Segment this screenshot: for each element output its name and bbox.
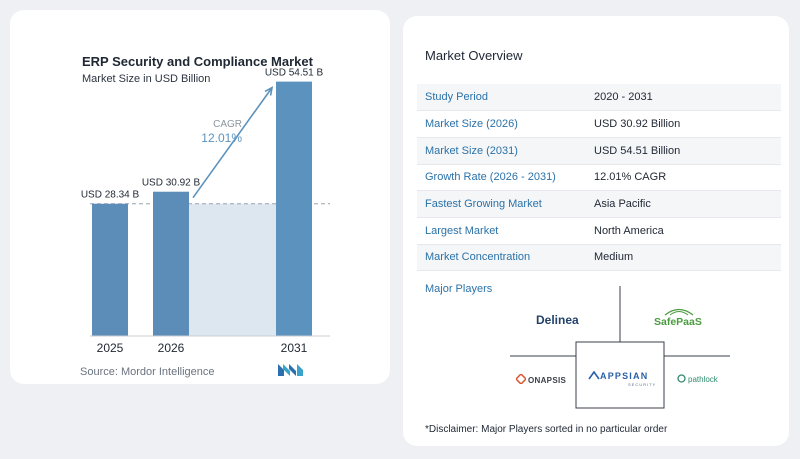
safepaas-arc-icon <box>664 308 694 316</box>
bar-2026 <box>153 191 189 336</box>
chart-title: ERP Security and Compliance Market <box>82 54 313 69</box>
cagr-label: CAGR <box>213 119 242 130</box>
x-tick-label-2026: 2026 <box>158 341 185 355</box>
table-row: Largest Market North America <box>417 217 781 245</box>
appsian-logo: APPSIAN <box>600 371 649 381</box>
major-players-title: Major Players <box>425 283 493 295</box>
cagr-arrow-head-icon <box>264 86 274 96</box>
safepaas-logo: SafePaaS <box>654 316 702 328</box>
table-row: Growth Rate (2026 - 2031) 12.01% CAGR <box>417 164 781 192</box>
growth-fill-area <box>189 203 276 336</box>
disclaimer-text: *Disclaimer: Major Players sorted in no … <box>425 424 668 435</box>
cagr-value: 12.01% <box>201 131 242 145</box>
x-tick-label-2025: 2025 <box>97 341 124 355</box>
players-grid-lines <box>510 286 730 409</box>
appsian-tagline: SECURITY <box>628 382 657 387</box>
row-key: Study Period <box>417 84 586 112</box>
market-overview-table: Study Period 2020 - 2031 Market Size (202… <box>417 84 781 272</box>
pathlock-logo: pathlock <box>688 375 718 384</box>
appsian-chevron-icon <box>588 370 600 380</box>
bar-chart: USD 28.34 B 2025 USD 30.92 B 2026 USD 54.51 … <box>81 68 330 355</box>
delinea-logo: Delinea <box>536 313 579 327</box>
table-row: Market Size (2026) USD 30.92 Billion <box>417 110 781 138</box>
chart-subtitle: Market Size in USD Billion <box>82 73 211 85</box>
mordor-intelligence-logo-icon <box>278 364 303 376</box>
overview-title: Market Overview <box>425 48 523 63</box>
source-text: Source: Mordor Intelligence <box>80 366 215 378</box>
onapsis-icon <box>516 374 526 384</box>
row-value: USD 54.51 Billion <box>586 137 781 165</box>
data-label-2026: USD 30.92 B <box>142 178 201 189</box>
cagr-arrow-line <box>192 87 273 199</box>
row-key: Market Concentration <box>417 244 586 272</box>
table-row: Study Period 2020 - 2031 <box>417 84 781 112</box>
row-value: 2020 - 2031 <box>586 84 781 112</box>
row-key: Growth Rate (2026 - 2031) <box>417 164 586 192</box>
bar-2025 <box>92 203 128 336</box>
row-value: Asia Pacific <box>586 190 781 218</box>
data-label-2025: USD 28.34 B <box>81 190 140 201</box>
table-row: Fastest Growing Market Asia Pacific <box>417 190 781 218</box>
row-value: North America <box>586 217 781 245</box>
pathlock-icon <box>677 374 686 383</box>
row-value: 12.01% CAGR <box>586 164 781 192</box>
row-key: Fastest Growing Market <box>417 190 586 218</box>
row-value: USD 30.92 Billion <box>586 110 781 138</box>
table-row: Market Concentration Medium <box>417 244 781 272</box>
row-key: Market Size (2031) <box>417 137 586 165</box>
row-key: Market Size (2026) <box>417 110 586 138</box>
onapsis-logo: ONAPSIS <box>528 376 567 385</box>
row-key: Largest Market <box>417 217 586 245</box>
row-value: Medium <box>586 244 781 272</box>
data-label-2031: USD 54.51 B <box>265 68 324 79</box>
table-row: Market Size (2031) USD 54.51 Billion <box>417 137 781 165</box>
bar-2031 <box>276 81 312 337</box>
x-tick-label-2031: 2031 <box>281 341 308 355</box>
